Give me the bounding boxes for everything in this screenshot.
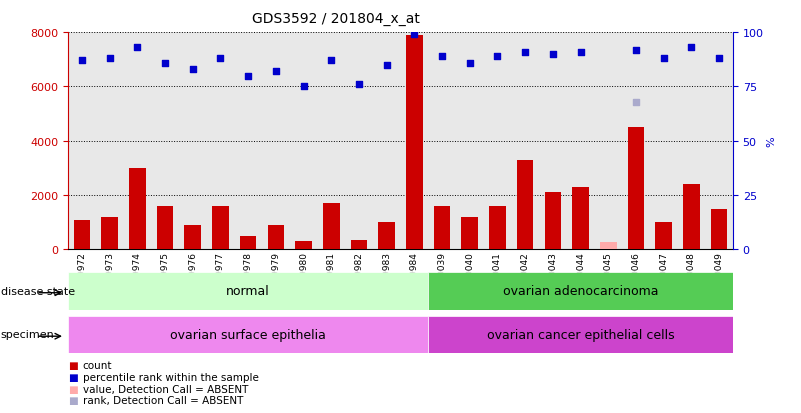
Bar bbox=[489, 206, 505, 250]
Point bbox=[491, 54, 504, 60]
Text: ■: ■ bbox=[68, 384, 78, 394]
Point bbox=[214, 56, 227, 62]
Bar bbox=[517, 160, 533, 250]
Y-axis label: %: % bbox=[767, 136, 776, 147]
Point bbox=[297, 84, 310, 90]
Bar bbox=[628, 128, 644, 250]
Point bbox=[352, 82, 365, 88]
Bar bbox=[683, 185, 700, 250]
Bar bbox=[323, 204, 340, 250]
Bar bbox=[710, 209, 727, 250]
Point bbox=[713, 56, 726, 62]
Point bbox=[546, 51, 559, 58]
Text: ■: ■ bbox=[68, 361, 78, 370]
Text: rank, Detection Call = ABSENT: rank, Detection Call = ABSENT bbox=[83, 395, 243, 405]
Bar bbox=[74, 220, 91, 250]
Bar bbox=[545, 193, 562, 250]
Point bbox=[408, 32, 421, 38]
Bar bbox=[296, 242, 312, 250]
Bar bbox=[129, 169, 146, 250]
Bar bbox=[239, 236, 256, 250]
Bar bbox=[351, 240, 367, 250]
Text: ovarian cancer epithelial cells: ovarian cancer epithelial cells bbox=[487, 328, 674, 341]
Point bbox=[131, 45, 143, 52]
Bar bbox=[429, 273, 733, 310]
Point bbox=[574, 49, 587, 56]
Point bbox=[519, 49, 532, 56]
Point bbox=[436, 54, 449, 60]
Text: normal: normal bbox=[226, 285, 270, 298]
Bar bbox=[268, 225, 284, 250]
Point bbox=[269, 69, 282, 75]
Bar bbox=[655, 223, 672, 250]
Bar bbox=[184, 225, 201, 250]
Point bbox=[685, 45, 698, 52]
Point bbox=[325, 58, 338, 64]
Point bbox=[630, 99, 642, 106]
Point bbox=[187, 66, 199, 73]
Bar bbox=[378, 223, 395, 250]
Bar bbox=[68, 316, 429, 353]
Text: count: count bbox=[83, 361, 112, 370]
Bar bbox=[429, 316, 733, 353]
Text: value, Detection Call = ABSENT: value, Detection Call = ABSENT bbox=[83, 384, 248, 394]
Text: GDS3592 / 201804_x_at: GDS3592 / 201804_x_at bbox=[252, 12, 421, 26]
Text: specimen: specimen bbox=[1, 330, 54, 339]
Text: ovarian surface epithelia: ovarian surface epithelia bbox=[170, 328, 326, 341]
Bar bbox=[406, 36, 423, 250]
Bar bbox=[434, 206, 450, 250]
Text: disease state: disease state bbox=[1, 286, 75, 296]
Bar bbox=[212, 206, 229, 250]
Bar bbox=[600, 242, 617, 250]
Bar bbox=[461, 217, 478, 250]
Text: ovarian adenocarcinoma: ovarian adenocarcinoma bbox=[503, 285, 658, 298]
Point bbox=[159, 60, 171, 66]
Bar bbox=[572, 188, 589, 250]
Bar bbox=[68, 273, 429, 310]
Point bbox=[242, 73, 255, 80]
Text: percentile rank within the sample: percentile rank within the sample bbox=[83, 372, 259, 382]
Point bbox=[103, 56, 116, 62]
Point bbox=[463, 60, 476, 66]
Point bbox=[380, 62, 393, 69]
Text: ■: ■ bbox=[68, 395, 78, 405]
Bar bbox=[157, 206, 173, 250]
Point bbox=[75, 58, 88, 64]
Point bbox=[658, 56, 670, 62]
Bar bbox=[101, 217, 118, 250]
Text: ■: ■ bbox=[68, 372, 78, 382]
Point bbox=[630, 47, 642, 54]
